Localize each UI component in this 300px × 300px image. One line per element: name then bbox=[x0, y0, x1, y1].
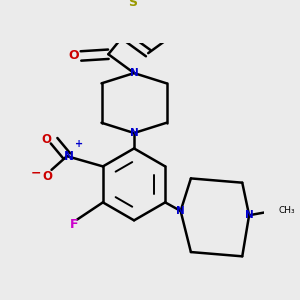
Text: O: O bbox=[69, 50, 80, 62]
Text: N: N bbox=[176, 206, 185, 216]
Text: −: − bbox=[31, 167, 41, 180]
Text: O: O bbox=[41, 133, 51, 146]
Text: N: N bbox=[130, 128, 138, 138]
Text: S: S bbox=[129, 0, 138, 9]
Text: N: N bbox=[64, 150, 74, 163]
Text: N: N bbox=[245, 210, 254, 220]
Text: CH₃: CH₃ bbox=[278, 206, 295, 215]
Text: F: F bbox=[70, 218, 78, 231]
Text: O: O bbox=[42, 170, 52, 183]
Text: +: + bbox=[75, 139, 83, 149]
Text: N: N bbox=[130, 68, 138, 78]
